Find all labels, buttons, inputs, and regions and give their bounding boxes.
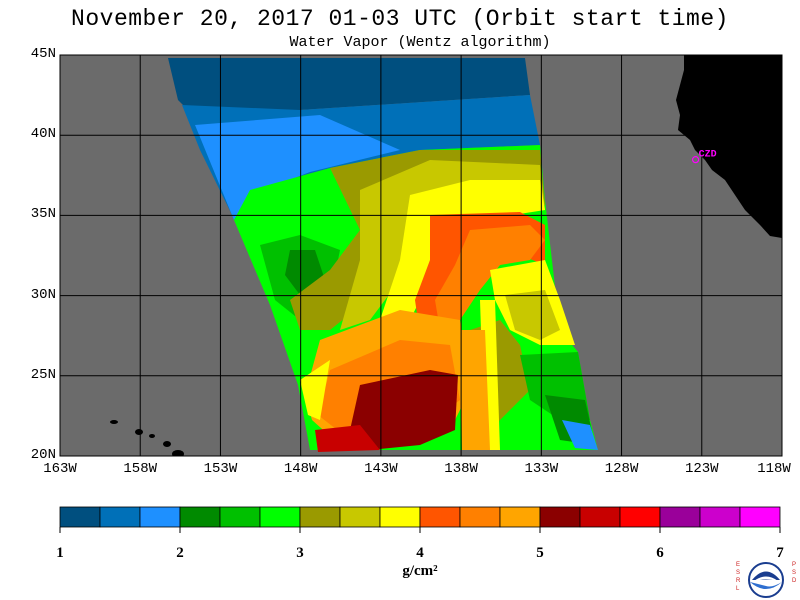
colorbar-swatch [699, 506, 741, 528]
colorbar-swatch [539, 506, 581, 528]
longitude-label: 143W [364, 461, 398, 477]
plot-border [59, 54, 783, 457]
colorbar-swatch [259, 506, 301, 528]
plot-subtitle: Water Vapor (Wentz algorithm) [289, 34, 551, 51]
colorbar-tick-label: 5 [536, 545, 544, 561]
plot-title: November 20, 2017 01-03 UTC (Orbit start… [71, 6, 729, 32]
colorbar-swatch [459, 506, 501, 528]
longitude-label: 123W [684, 461, 719, 477]
colorbar-swatch [59, 506, 101, 528]
colorbar-swatch [499, 506, 541, 528]
colorbar-swatch [419, 506, 461, 528]
colorbar-swatch [619, 506, 661, 528]
latitude-label: 35N [30, 206, 56, 223]
colorbar-swatch [179, 506, 221, 528]
longitude-label: 138W [444, 461, 478, 477]
colorbar-tick-label: 2 [176, 545, 184, 561]
station-label: CZD [699, 150, 717, 161]
colorbar-tick-label: 3 [296, 545, 304, 561]
lat-lon-grid [60, 55, 782, 456]
colorbar-units: g/cm² [402, 563, 438, 579]
colorbar-swatch [299, 506, 341, 528]
colorbar-swatch [219, 506, 261, 528]
colorbar-swatch [659, 506, 701, 528]
colorbar-tick-label: 6 [656, 545, 664, 561]
hawaiian-islands [110, 420, 184, 456]
longitude-label: 158W [123, 461, 158, 477]
longitude-label: 148W [283, 461, 318, 477]
latitude-label: 45N [30, 46, 56, 62]
colorbar-swatch [379, 506, 421, 528]
colorbar-swatch [339, 506, 381, 528]
longitude-label: 153W [203, 461, 238, 477]
station-marker-czd: CZD [691, 150, 717, 164]
colorbar-swatch [99, 506, 141, 528]
colorbar-swatch [139, 506, 181, 528]
colorbar-swatch [579, 506, 621, 528]
longitude-label: 133W [524, 461, 559, 477]
colorbar-tick-label: 1 [56, 545, 64, 561]
latitude-label: 30N [30, 286, 56, 303]
longitude-label: 118W [757, 461, 791, 477]
longitude-label: 128W [604, 461, 639, 477]
latitude-label: 20N [30, 447, 56, 463]
latitude-label: 25N [30, 366, 56, 383]
swath [168, 58, 598, 452]
colorbar-tick-label: 4 [416, 545, 424, 561]
land-north-america [676, 55, 782, 238]
longitude-label: 163W [43, 461, 77, 477]
water-vapor-map: CZD [59, 54, 783, 457]
latitude-label: 40N [30, 126, 56, 143]
colorbar-swatch [739, 506, 781, 528]
station-dot [691, 156, 700, 164]
colorbar-tick-label: 7 [776, 545, 784, 561]
